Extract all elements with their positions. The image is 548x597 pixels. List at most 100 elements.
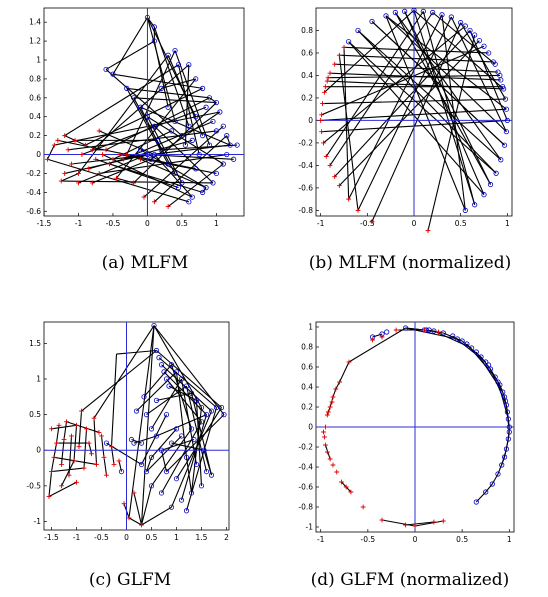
circle-point bbox=[473, 349, 479, 355]
y-tick-label: -0.5 bbox=[26, 481, 41, 490]
plus-point bbox=[341, 44, 347, 50]
y-tick-label: 0.2 bbox=[29, 131, 41, 140]
y-tick-label: 0 bbox=[36, 150, 41, 159]
y-tick-label: 1 bbox=[308, 323, 313, 332]
circle-point bbox=[430, 9, 436, 16]
circle-point bbox=[481, 192, 487, 198]
edge-line bbox=[160, 450, 168, 472]
edge-line bbox=[105, 69, 183, 137]
plus-point bbox=[120, 156, 126, 162]
edge-line bbox=[161, 144, 238, 151]
circle-point bbox=[459, 338, 465, 344]
x-tick-label: -1 bbox=[317, 535, 325, 544]
edge-line bbox=[348, 14, 443, 200]
circle-point bbox=[173, 369, 180, 375]
edge-line bbox=[405, 521, 434, 526]
plus-point bbox=[322, 89, 327, 95]
scatter-plot-a: -1.5 -1 -0.5 0 0.5 1 -0.6 -0.4 -0.2 0 0.2 0.4 0.6 0.8… bbox=[26, 7, 245, 228]
circle-point bbox=[133, 408, 140, 414]
plus-point bbox=[79, 152, 85, 157]
caption-a: (a) MLFM bbox=[101, 253, 189, 273]
y-tick-label: 0.6 bbox=[301, 48, 313, 57]
circle-point bbox=[137, 104, 144, 110]
edge-line bbox=[140, 149, 207, 189]
circle-point bbox=[220, 161, 226, 167]
circle-point bbox=[189, 137, 195, 143]
edge-line bbox=[100, 435, 105, 458]
scatter-plot-b: -1 -0.5 0 0.5 1 -0.8 -0.6 -0.4 -0.2 0 0.2 0.4 0.6 0.8 bbox=[298, 7, 513, 234]
edge-line bbox=[324, 9, 415, 93]
y-tick-label: 0 bbox=[308, 423, 313, 432]
edge-line bbox=[357, 30, 502, 161]
circle-point bbox=[148, 156, 154, 162]
circle-point bbox=[193, 166, 199, 172]
circle-point bbox=[188, 490, 195, 496]
edge-line bbox=[54, 111, 220, 146]
circle-point bbox=[151, 322, 157, 329]
circle-point bbox=[217, 109, 223, 115]
edge-line bbox=[112, 73, 203, 89]
circle-point bbox=[158, 362, 165, 368]
x-tick-label: -0.5 bbox=[360, 219, 375, 228]
plus-point bbox=[61, 437, 67, 442]
circle-point bbox=[103, 66, 109, 73]
plus-point bbox=[121, 501, 127, 507]
plus-point bbox=[58, 178, 64, 184]
circle-point bbox=[501, 142, 508, 148]
circle-point bbox=[213, 170, 220, 177]
circle-point bbox=[411, 7, 417, 13]
circle-point bbox=[155, 137, 161, 143]
circle-point bbox=[182, 142, 188, 148]
x-tick-label: 0.5 bbox=[146, 533, 158, 542]
edge-line bbox=[156, 414, 207, 437]
plus-point bbox=[111, 462, 117, 467]
x-tick-label: -0.5 bbox=[94, 533, 109, 542]
edge-line bbox=[151, 428, 192, 487]
circle-point bbox=[487, 366, 494, 372]
plus-point bbox=[323, 442, 328, 448]
circle-point bbox=[221, 412, 227, 418]
circle-point bbox=[503, 129, 509, 135]
circle-point bbox=[500, 389, 506, 395]
plus-point bbox=[379, 334, 385, 340]
edge-line bbox=[348, 327, 406, 363]
plus-point bbox=[348, 489, 354, 495]
edge-line bbox=[185, 385, 208, 472]
circle-point bbox=[213, 128, 220, 134]
circle-point bbox=[506, 424, 512, 430]
plus-point bbox=[72, 137, 78, 143]
circle-point bbox=[148, 426, 155, 432]
plus-point bbox=[59, 462, 64, 467]
caption-c: (c) GLFM bbox=[88, 570, 172, 590]
circle-point bbox=[193, 397, 200, 403]
edge-line bbox=[141, 506, 172, 526]
y-tick-label: 0.8 bbox=[29, 74, 41, 83]
x-tick-label: 0.5 bbox=[455, 219, 467, 228]
circle-point bbox=[483, 489, 489, 495]
edge-line bbox=[404, 11, 492, 185]
blue-circle-series bbox=[369, 325, 512, 505]
edge-line bbox=[161, 78, 196, 89]
circle-point bbox=[473, 499, 479, 505]
edge-line bbox=[327, 80, 504, 90]
circle-point bbox=[468, 345, 475, 351]
plus-point bbox=[46, 494, 52, 499]
edge-line bbox=[68, 435, 73, 476]
x-tick-label: -1 bbox=[317, 219, 325, 228]
circle-point bbox=[458, 20, 464, 26]
circle-point bbox=[186, 123, 192, 129]
x-tick-label: 0 bbox=[124, 533, 129, 542]
edge-line bbox=[168, 385, 197, 401]
edge-line bbox=[131, 439, 142, 444]
edge-line bbox=[126, 50, 176, 155]
y-tick-label: 0 bbox=[36, 446, 41, 455]
circle-point bbox=[193, 114, 199, 120]
circle-point bbox=[163, 376, 170, 382]
edge-line bbox=[450, 16, 507, 132]
x-tick-label: 1 bbox=[505, 219, 510, 228]
edge-line bbox=[78, 154, 148, 184]
edge-line bbox=[143, 125, 224, 198]
edge-line bbox=[61, 172, 79, 182]
circle-point bbox=[173, 426, 180, 432]
y-tick-label: -0.2 bbox=[298, 138, 313, 147]
